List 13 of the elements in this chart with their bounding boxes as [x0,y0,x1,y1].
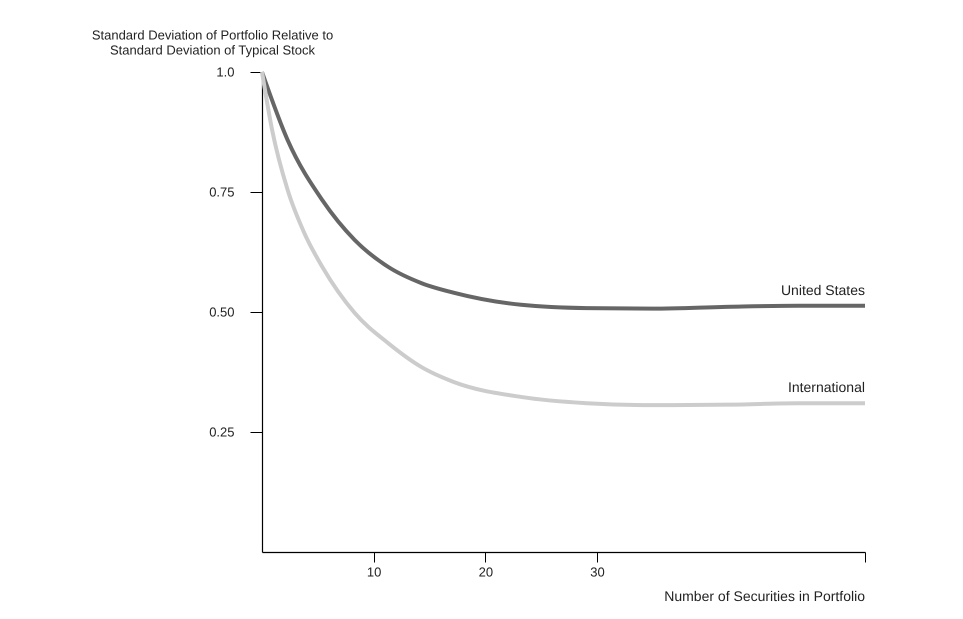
y-tick-label: 1.0 [216,64,234,80]
y-tick-label: 0.75 [209,184,234,200]
x-tick-label: 20 [478,564,494,580]
y-tick-label: 0.50 [209,304,234,320]
y-tick-label: 0.25 [209,424,234,440]
x-axis-title: Number of Securities in Portfolio [664,588,866,604]
x-tick-label: 30 [590,564,605,580]
line-series [260,70,867,311]
x-tick-label: 10 [366,564,382,580]
y-axis-title: Standard Deviation of Portfolio Relative to Standard Deviation of Typical Stock [92,28,334,58]
series-label: United States [780,282,865,298]
series-label: International [788,379,865,396]
line-series [260,70,867,408]
